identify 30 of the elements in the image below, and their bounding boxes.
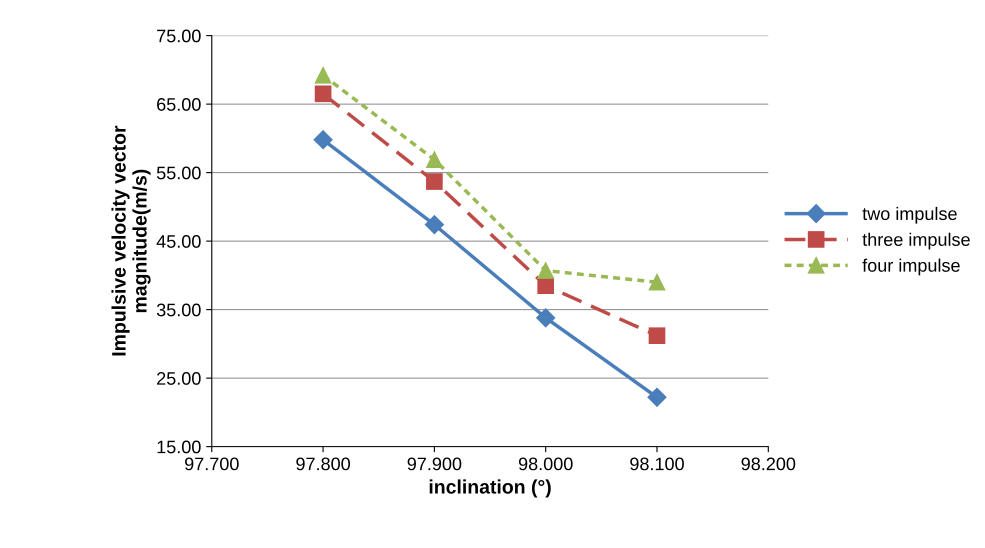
point — [648, 274, 666, 291]
y-tick-label: 65.00 — [157, 98, 201, 111]
x-tick-label: 97.800 — [296, 458, 350, 470]
x-tick-label: 98.000 — [518, 458, 573, 470]
point — [314, 130, 333, 150]
y-tick-label: 55.00 — [156, 166, 201, 180]
y-tick-label: 15.00 — [158, 440, 201, 454]
y-tick-label: 35.00 — [156, 304, 201, 316]
x-tick-label: 97.700 — [185, 458, 239, 470]
x-tick-label: 97.900 — [408, 458, 462, 470]
point — [426, 173, 443, 190]
legend-label: three impulse — [862, 232, 970, 250]
point — [314, 86, 332, 102]
y-tick-label: 45.00 — [156, 235, 201, 248]
y-tick-label: 25.00 — [157, 372, 201, 385]
x-tick-label: 98.200 — [742, 458, 796, 470]
point — [426, 151, 443, 168]
point — [536, 308, 556, 328]
y-tick-label: 75.00 — [157, 30, 201, 42]
point — [537, 277, 554, 294]
x-tick-label: 98.100 — [630, 458, 684, 470]
point — [537, 262, 554, 279]
point — [648, 327, 666, 344]
y-axis-title: Impulsive velocity vector magnitude(m/s) — [111, 126, 151, 356]
point — [314, 67, 332, 84]
legend-label: four impulse — [862, 258, 960, 276]
x-axis-title: inclination (°) — [430, 479, 551, 498]
point — [647, 388, 667, 407]
legend-label: two impulse — [862, 206, 957, 224]
point — [424, 215, 444, 234]
